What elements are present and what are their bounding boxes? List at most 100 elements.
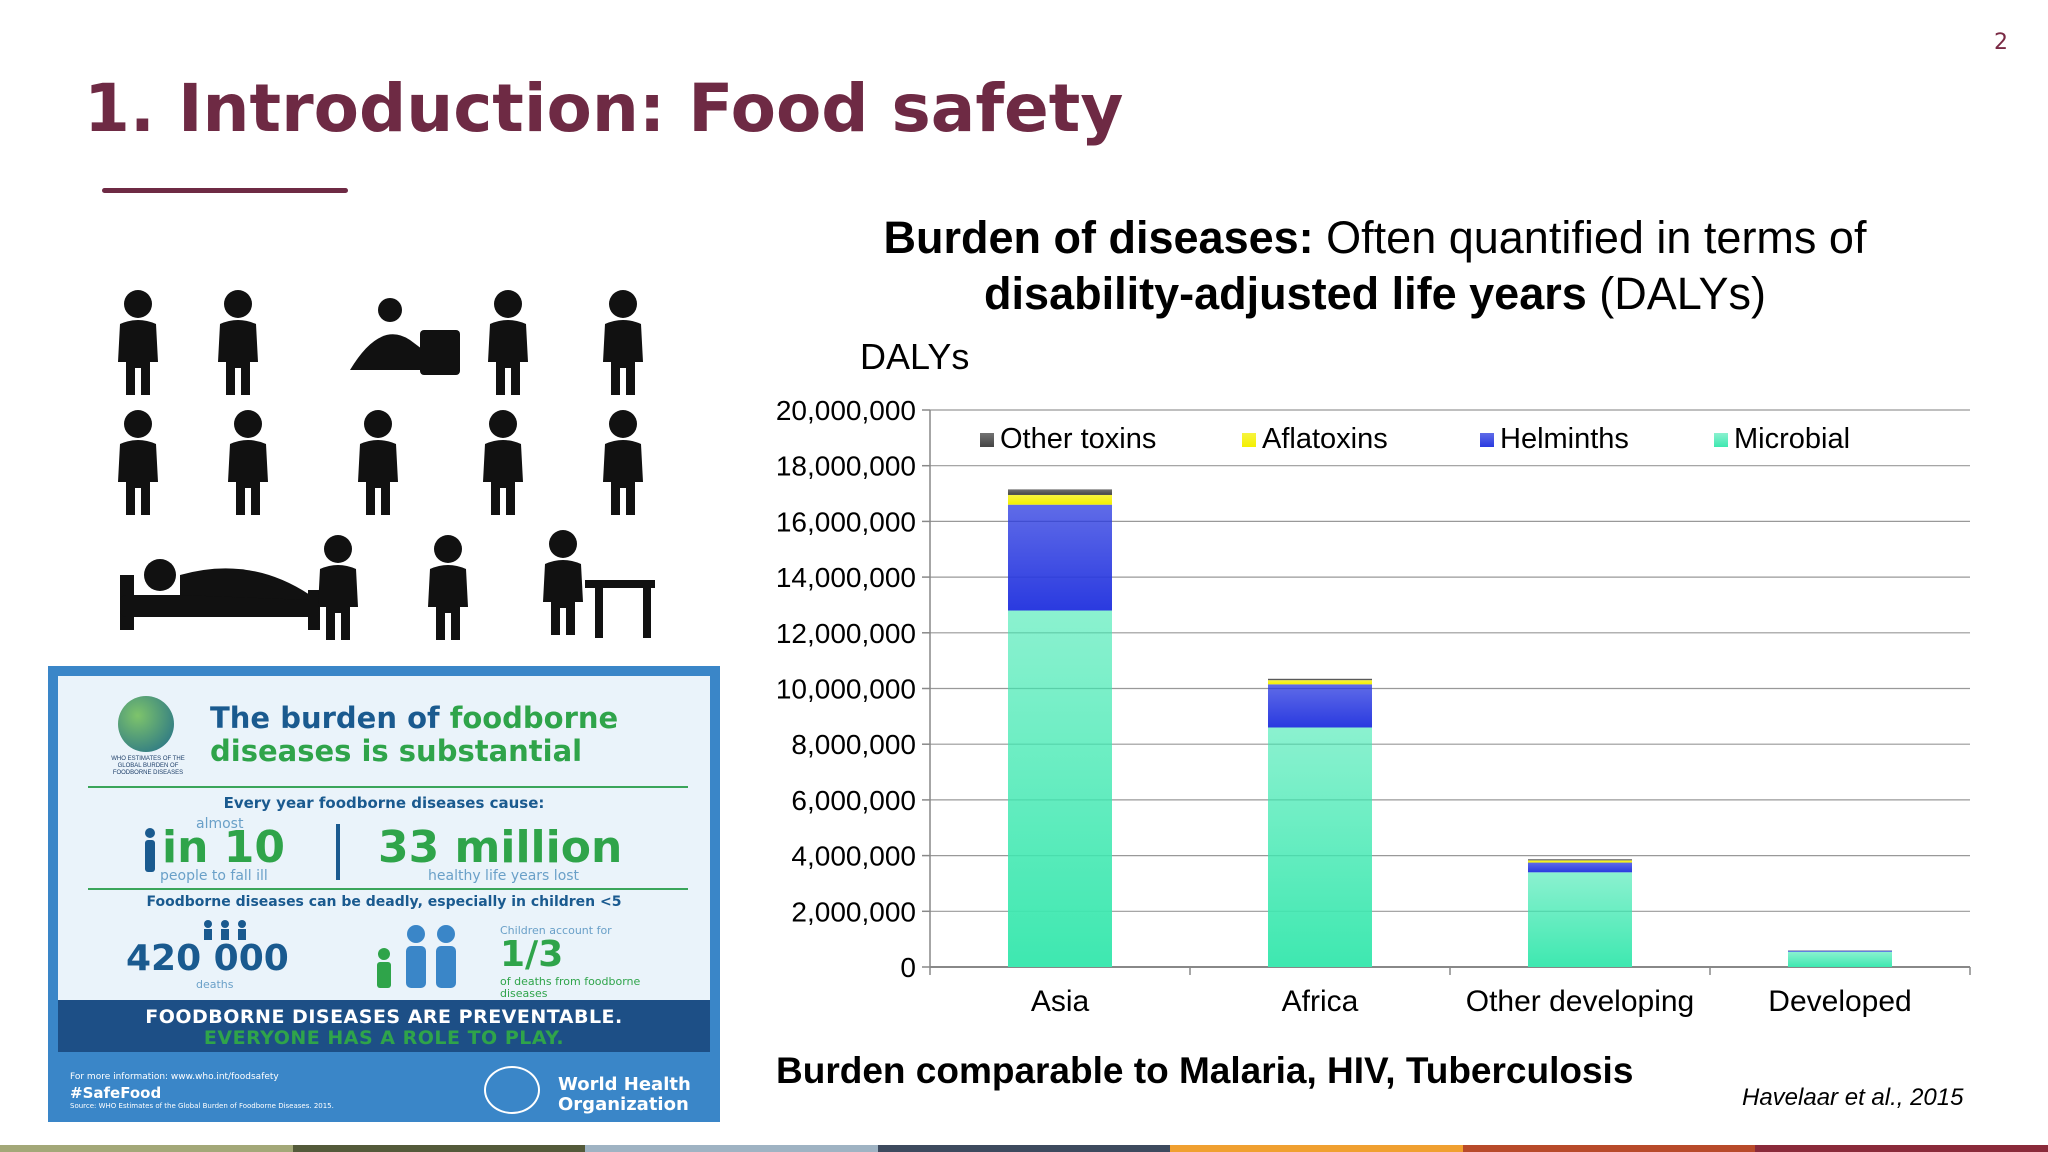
infographic-divider-2 [88, 888, 688, 890]
bottom-color-strip [0, 1145, 2048, 1152]
one-third: 1/3 [500, 934, 564, 975]
slide-title-rest: Food safety [665, 70, 1124, 147]
strip-segment [877, 1145, 1171, 1152]
y-tick-label: 16,000,000 [776, 506, 916, 537]
infographic-title: The burden of foodborne diseases is subs… [210, 702, 690, 768]
legend-swatch [980, 433, 994, 447]
bar-other-toxins [1008, 489, 1112, 495]
legend-swatch [1480, 433, 1494, 447]
sick-person-icon [318, 535, 358, 640]
sick-person-icon [228, 410, 268, 515]
bar-helminths [1008, 504, 1112, 611]
y-tick-label: 12,000,000 [776, 618, 916, 649]
sick-people-pictograms [118, 290, 655, 640]
legend-swatch [1242, 433, 1256, 447]
legend-label: Other toxins [1000, 423, 1156, 455]
y-tick-label: 18,000,000 [776, 451, 916, 482]
bar-other-toxins [1528, 859, 1632, 861]
strip-segment [1462, 1145, 1756, 1152]
y-tick-label: 20,000,000 [776, 395, 916, 426]
stat-divider [336, 824, 340, 880]
every-year-text: Every year foodborne diseases cause: [223, 794, 545, 812]
y-tick-label: 14,000,000 [776, 562, 916, 593]
chart-heading-line1-bold: Burden of diseases: [883, 212, 1314, 263]
chart-heading-line1-rest: Often quantified in terms of [1313, 212, 1867, 263]
one-in-ten: in 10 [162, 822, 285, 873]
dalys-stacked-bar-chart: 0 2,000,000 4,000,000 6,000,000 8,000,000 10,… [776, 395, 1971, 1018]
deaths-text: deaths [196, 978, 234, 991]
sick-person-icon [358, 410, 398, 515]
deadly-text: Foodborne diseases can be deadly, especi… [146, 894, 622, 910]
who-name-line2: Organization [558, 1094, 689, 1115]
three-people-icon [202, 920, 248, 945]
slide-title-bold: 1. Introduction: [84, 70, 666, 147]
x-category-label: Asia [1031, 985, 1090, 1018]
chart-heading-line2-rest: (DALYs) [1586, 268, 1766, 319]
almost-text: almost [196, 816, 244, 832]
slide-title: 1. Introduction: Food safety [84, 70, 1123, 147]
y-tick-label: 8,000,000 [791, 729, 916, 760]
y-tick-label: 2,000,000 [791, 896, 916, 927]
citation: Havelaar et al., 2015 [1742, 1084, 1964, 1111]
sick-person-icon [118, 290, 158, 395]
sick-person-icon [483, 410, 523, 515]
sick-person-icon [603, 290, 643, 395]
who-name-line1: World Health [558, 1074, 691, 1095]
bar-microbial [1788, 951, 1892, 967]
infographic-panel: WHO ESTIMATES OF THE GLOBAL BURDEN OF FO… [58, 676, 710, 1022]
x-category-label: Developed [1768, 985, 1911, 1018]
source-text: Source: WHO Estimates of the Global Burd… [70, 1102, 334, 1110]
bar-microbial [1008, 610, 1112, 967]
y-axis-label: DALYs [860, 336, 970, 377]
deaths-number: 420 000 [126, 938, 289, 979]
bar-aflatoxins [1008, 494, 1112, 505]
strip-segment [1755, 1145, 2048, 1152]
bar-microbial [1268, 727, 1372, 967]
sick-person-icon [488, 290, 528, 395]
who-infographic: WHO ESTIMATES OF THE GLOBAL BURDEN OF FO… [48, 666, 720, 1122]
bar-helminths [1528, 862, 1632, 873]
legend-swatch [1714, 433, 1728, 447]
healthy-years-text: healthy life years lost [428, 868, 580, 884]
title-underline [102, 188, 348, 193]
x-category-label: Other developing [1466, 985, 1695, 1018]
infographic-title-b: foodborne [449, 701, 619, 735]
x-category-label: Africa [1282, 985, 1359, 1018]
sick-person-icon [428, 535, 468, 640]
page-number: 2 [1994, 30, 2008, 55]
sick-person-icon [543, 530, 655, 638]
preventable-banner: FOODBORNE DISEASES ARE PREVENTABLE. EVER… [58, 1000, 710, 1052]
bar-aflatoxins [1268, 680, 1372, 685]
infographic-divider [88, 786, 688, 788]
sick-person-icon [603, 410, 643, 515]
strip-segment [0, 1145, 293, 1152]
role-text: EVERYONE HAS A ROLE TO PLAY. [203, 1027, 565, 1049]
bar-microbial [1528, 872, 1632, 967]
of-deaths-text: of deaths from foodborne diseases [500, 975, 641, 1000]
y-tick-label: 10,000,000 [776, 674, 916, 705]
sick-person-icon [218, 290, 258, 395]
y-tick-label: 6,000,000 [791, 785, 916, 816]
burden-comparison-note: Burden comparable to Malaria, HIV, Tuber… [776, 1050, 1634, 1091]
legend-label: Microbial [1734, 423, 1850, 455]
bar-aflatoxins [1528, 860, 1632, 863]
infographic-title-c: diseases is substantial [210, 734, 583, 768]
legend-label: Aflatoxins [1262, 423, 1388, 455]
who-logo-icon [484, 1066, 540, 1114]
infographic-title-a: The burden of [210, 701, 450, 735]
children-account-text: Children account for [500, 924, 612, 937]
y-tick-label: 0 [900, 952, 916, 983]
strip-segment [1170, 1145, 1463, 1152]
sick-person-icon [350, 298, 460, 375]
sick-person-icon [120, 559, 320, 630]
globe-icon [118, 696, 174, 752]
strip-segment [585, 1145, 878, 1152]
chart-heading: Burden of diseases: Often quantified in … [760, 210, 1990, 322]
legend-label: Helminths [1500, 423, 1629, 455]
thirty-three-million: 33 million [378, 822, 623, 873]
sick-person-icon [118, 410, 158, 515]
person-icon [142, 828, 158, 874]
chart-heading-line2-bold: disability-adjusted life years [984, 268, 1587, 319]
family-icon [370, 924, 474, 993]
bar-other-toxins [1268, 678, 1372, 681]
